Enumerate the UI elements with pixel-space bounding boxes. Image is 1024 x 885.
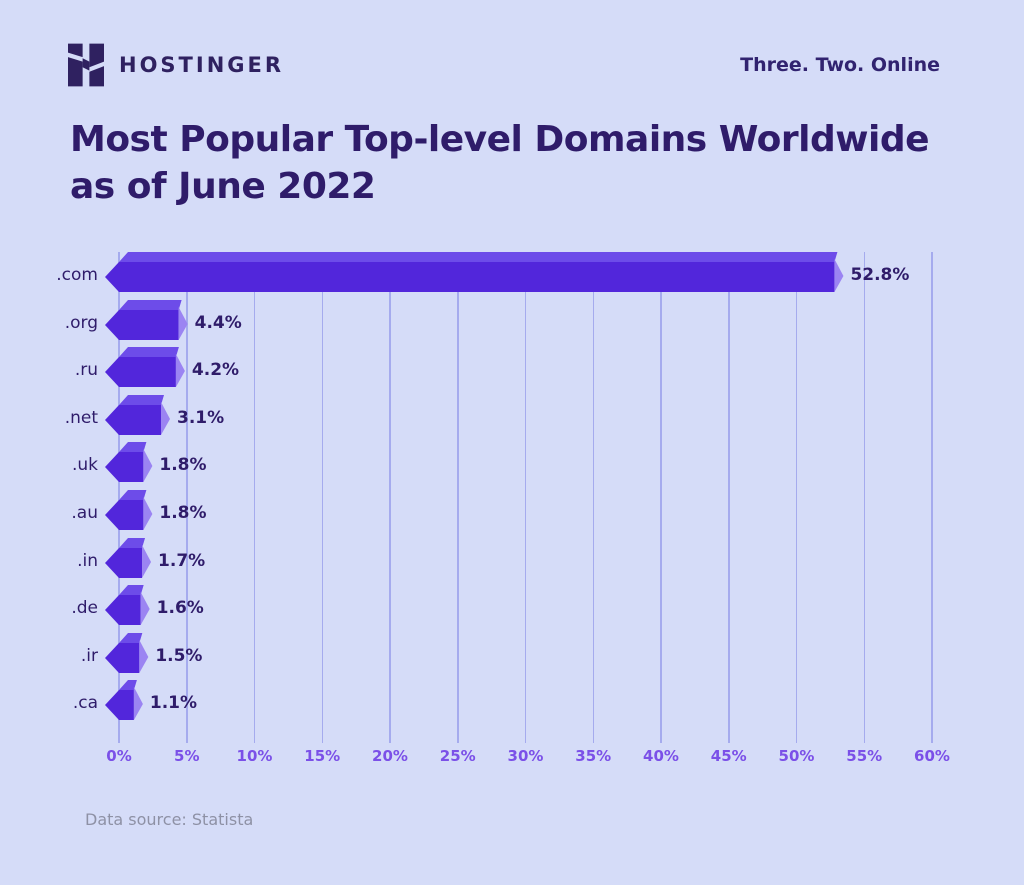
axis-tick [389,734,391,743]
gridline [660,252,662,734]
axis-tick [186,734,188,743]
bar-value: 4.2% [191,360,240,381]
axis-tick [524,734,527,743]
hostinger-h-logo-icon [68,43,104,87]
bar-value: 52.8% [850,265,910,285]
page-title: Most Popular Top-level Domains Worldwide… [70,116,970,210]
gridline [321,252,323,734]
bar-value: 1.8% [159,455,207,476]
bar-value: 1.8% [159,503,207,523]
bar-shape [105,632,149,673]
gridline [863,252,865,734]
axis-tick-label: 40% [643,747,679,765]
axis-tick [795,734,798,743]
gridline [931,252,933,734]
bar-shape [105,442,153,483]
bar-label: .au [71,503,98,523]
gridline [389,252,391,734]
bar-label: .ir [80,645,98,666]
axis-tick-label: 0% [106,747,132,765]
gridline [524,252,527,734]
axis-tick [592,734,594,743]
tagline: Three. Two. Online [740,54,940,76]
bar-value: 4.4% [194,312,242,333]
bar-shape [105,585,150,626]
gridline [592,252,594,734]
title-line-1: Most Popular Top-level Domains Worldwide [70,119,930,160]
bar-shape [105,680,143,721]
bar-label: .de [71,598,98,619]
bar-value: 3.1% [177,407,225,428]
axis-tick-label: 55% [846,747,883,765]
gridline [186,252,188,734]
axis-tick [457,734,459,743]
axis-tick-label: 50% [778,747,815,765]
bar-shape [105,537,152,578]
gridline [457,252,459,734]
x-axis: 0% 5% 10% 15% 20% 25% 30% 35% 40% 45% 50% 55% 60% [0,734,1024,780]
title-line-2: as of June 2022 [70,166,376,207]
bar-shape [105,347,185,388]
bar-value: 1.5% [155,645,203,666]
axis-tick [728,734,730,743]
gridline [118,252,120,734]
axis-tick-label: 15% [304,747,341,765]
bar-label: .net [64,407,98,428]
axis-tick [321,734,323,743]
brand-name: HOSTINGER [119,53,285,77]
bar-label: .in [77,550,98,571]
bar-value: 1.1% [149,693,198,714]
axis-tick-label: 45% [710,747,747,765]
axis-tick [863,734,865,743]
axis-tick-label: 25% [439,747,476,765]
bar-label: .uk [71,455,98,476]
gridline [795,252,798,734]
bar-label: .ru [74,360,98,381]
axis-tick [931,734,933,743]
bar-label: .com [56,265,98,285]
plot-area: .com 52.8% .org 4.4% .ru 4.2% .net 3.1% .uk 1.8%.… [0,250,1024,734]
axis-tick-label: 35% [575,747,612,765]
gridline [728,252,730,734]
bar-shape [105,490,153,530]
axis-tick [660,734,662,743]
data-source: Data source: Statista [85,810,254,829]
axis-tick-label: 5% [174,747,200,765]
bar-shape [105,299,188,340]
axis-tick-label: 10% [236,747,273,765]
bar-shape [105,252,844,292]
bar-value: 1.7% [158,550,206,571]
axis-tick [253,734,256,743]
header: HOSTINGER Three. Two. Online [68,40,940,90]
axis-tick [118,734,120,743]
bar-value: 1.6% [156,598,204,619]
bar-label: .org [64,312,98,333]
bar-shape [105,394,171,435]
axis-tick-label: 60% [914,747,950,765]
bar-label: .ca [72,693,98,714]
axis-tick-label: 30% [507,747,544,765]
axis-tick-label: 20% [372,747,408,765]
brand: HOSTINGER [68,43,284,87]
gridline [253,252,256,734]
